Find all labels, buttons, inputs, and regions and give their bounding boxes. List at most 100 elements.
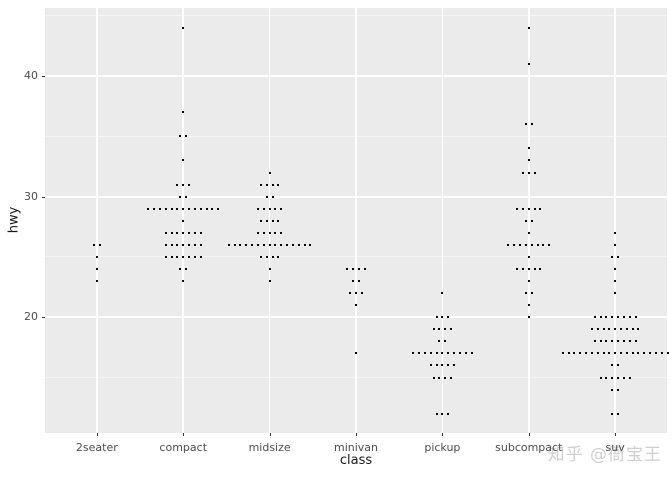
data-dot (614, 267, 617, 270)
data-dot (357, 267, 360, 270)
data-dot (521, 207, 524, 210)
data-dot (98, 243, 101, 246)
data-dot (274, 231, 277, 234)
data-dot (441, 364, 444, 367)
data-dot (634, 340, 637, 343)
data-dot (268, 171, 271, 174)
data-dot (352, 267, 355, 270)
data-dot (188, 183, 191, 186)
data-dot (649, 352, 652, 355)
data-dot (277, 219, 280, 222)
data-dot (199, 231, 202, 234)
data-dot (193, 207, 196, 210)
data-dot (614, 243, 617, 246)
x-tick-label-midsize: midsize (248, 441, 291, 454)
data-dot (153, 207, 156, 210)
data-dot (217, 207, 220, 210)
data-dot (182, 207, 185, 210)
data-dot (464, 352, 467, 355)
data-dot (147, 207, 150, 210)
data-dot (286, 243, 289, 246)
data-dot (265, 219, 268, 222)
x-tick-mark-midsize (269, 433, 271, 436)
data-dot (438, 340, 441, 343)
data-dot (631, 352, 634, 355)
data-dot (259, 219, 262, 222)
data-dot (611, 364, 614, 367)
data-dot (470, 352, 473, 355)
data-dot (199, 255, 202, 258)
data-dot (585, 352, 588, 355)
data-dot (599, 376, 602, 379)
data-dot (447, 412, 450, 415)
data-dot (622, 376, 625, 379)
data-dot (593, 316, 596, 319)
data-dot (182, 26, 185, 29)
data-dot (527, 267, 530, 270)
data-dot (164, 231, 167, 234)
data-dot (539, 267, 542, 270)
gridline-major-x-pickup (441, 8, 444, 433)
data-dot (524, 123, 527, 126)
data-dot (355, 304, 357, 307)
data-dot (193, 231, 196, 234)
plot-panel (45, 8, 669, 433)
x-tick-label-pickup: pickup (424, 441, 461, 454)
data-dot (363, 267, 366, 270)
data-dot (516, 267, 519, 270)
data-dot (596, 328, 599, 331)
data-dot (533, 171, 536, 174)
data-dot (423, 352, 426, 355)
x-tick-mark-minivan (356, 433, 357, 436)
data-dot (527, 159, 530, 162)
data-dot (271, 219, 274, 222)
data-dot (521, 171, 524, 174)
data-dot (297, 243, 300, 246)
data-dot (637, 352, 640, 355)
data-dot (271, 195, 274, 198)
data-dot (199, 243, 202, 246)
data-dot (95, 255, 98, 258)
data-dot (182, 280, 185, 283)
data-dot (617, 388, 620, 391)
data-dot (617, 412, 620, 415)
data-dot (567, 352, 570, 355)
data-dot (441, 412, 444, 415)
data-dot (170, 255, 173, 258)
data-dot (590, 328, 593, 331)
data-dot (507, 243, 510, 246)
data-dot (435, 316, 438, 319)
data-dot (262, 231, 265, 234)
data-dot (458, 352, 461, 355)
data-dot (533, 207, 536, 210)
data-dot (188, 207, 191, 210)
data-dot (182, 159, 185, 162)
data-dot (438, 376, 441, 379)
data-dot (435, 364, 438, 367)
data-dot (265, 183, 268, 186)
data-dot (164, 255, 167, 258)
data-dot (611, 412, 614, 415)
data-dot (309, 243, 312, 246)
data-dot (280, 231, 283, 234)
data-dot (199, 207, 202, 210)
data-dot (274, 207, 277, 210)
data-dot (303, 243, 306, 246)
data-dot (92, 243, 95, 246)
data-dot (271, 183, 274, 186)
data-dot (519, 243, 522, 246)
data-dot (573, 352, 576, 355)
data-dot (444, 376, 447, 379)
data-dot (271, 255, 274, 258)
data-dot (530, 243, 533, 246)
data-dot (182, 219, 185, 222)
data-dot (536, 243, 539, 246)
data-dot (605, 376, 608, 379)
data-dot (450, 328, 453, 331)
data-dot (170, 243, 173, 246)
x-tick-label-2seater: 2seater (75, 441, 118, 454)
data-dot (614, 231, 617, 234)
y-tick-label-20: 20 (24, 310, 38, 324)
x-tick-label-minivan: minivan (333, 441, 379, 454)
